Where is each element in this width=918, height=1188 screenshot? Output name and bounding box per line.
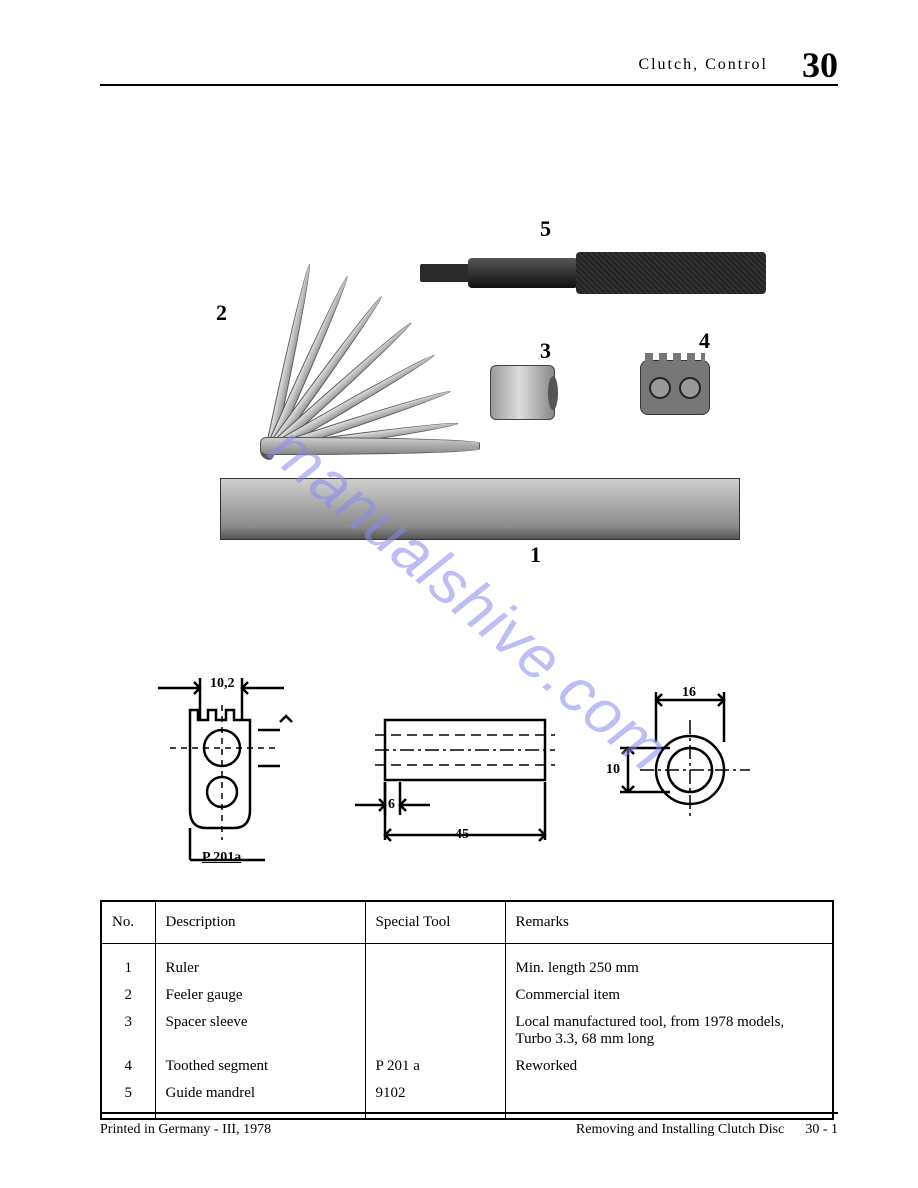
toothed-segment-diagram [130,670,310,870]
cell-tool [365,1009,505,1053]
cell-tool: P 201 a [365,1053,505,1080]
col-no: No. [101,901,155,944]
cell-no: 4 [101,1053,155,1080]
table-row: 3 Spacer sleeve Local manufactured tool,… [101,1009,833,1053]
table-row: 4 Toothed segment P 201 a Reworked [101,1053,833,1080]
cell-tool [365,982,505,1009]
footer-rule [100,1112,838,1114]
callout-1: 1 [530,542,541,568]
cell-no: 2 [101,982,155,1009]
cell-remarks: Local manufactured tool, from 1978 model… [505,1009,833,1053]
dim-ring-id: 10 [606,762,620,778]
callout-3: 3 [540,338,551,364]
callout-2: 2 [216,300,227,326]
cell-desc: Feeler gauge [155,982,365,1009]
table-row: 2 Feeler gauge Commercial item [101,982,833,1009]
dim-sleeve-wall: 6 [388,797,395,813]
dim-sleeve-length: 45 [455,827,469,843]
cell-tool [365,944,505,983]
footer-right: Removing and Installing Clutch Disc 30 -… [576,1122,838,1138]
spacer-sleeve-diagram [355,690,575,870]
header-rule [100,84,838,86]
col-tool: Special Tool [365,901,505,944]
dim-seg-label: P 201a [202,850,241,866]
page-header: Clutch, Control 30 [100,50,838,100]
footer-page: 30 - 1 [805,1122,838,1137]
sleeve-endview-diagram [610,680,770,840]
cell-desc: Toothed segment [155,1053,365,1080]
col-remarks: Remarks [505,901,833,944]
cell-remarks: Min. length 250 mm [505,944,833,983]
tools-photo: 1 2 3 4 5 [220,240,740,540]
toothed-segment-illustration [640,360,710,415]
cell-no: 1 [101,944,155,983]
cell-remarks: Commercial item [505,982,833,1009]
guide-mandrel-illustration [420,250,760,295]
feeler-gauge-illustration [230,295,460,465]
callout-5: 5 [540,216,551,242]
table-header-row: No. Description Special Tool Remarks [101,901,833,944]
header-title: Clutch, Control [638,56,768,74]
col-desc: Description [155,901,365,944]
footer-left: Printed in Germany - III, 1978 [100,1122,271,1138]
footer-title: Removing and Installing Clutch Disc [576,1122,784,1137]
table-row: 1 Ruler Min. length 250 mm [101,944,833,983]
dim-seg-width: 10,2 [210,676,235,692]
cell-desc: Ruler [155,944,365,983]
technical-diagrams: 10,2 P 201a 6 45 [130,670,770,880]
tools-table: No. Description Special Tool Remarks 1 R… [100,900,834,1120]
callout-4: 4 [699,328,710,354]
cell-no: 3 [101,1009,155,1053]
dim-ring-od: 16 [682,685,696,701]
ruler-illustration [220,478,740,540]
header-section-number: 30 [802,44,838,86]
cell-remarks: Reworked [505,1053,833,1080]
cell-desc: Spacer sleeve [155,1009,365,1053]
spacer-sleeve-illustration [490,365,555,420]
